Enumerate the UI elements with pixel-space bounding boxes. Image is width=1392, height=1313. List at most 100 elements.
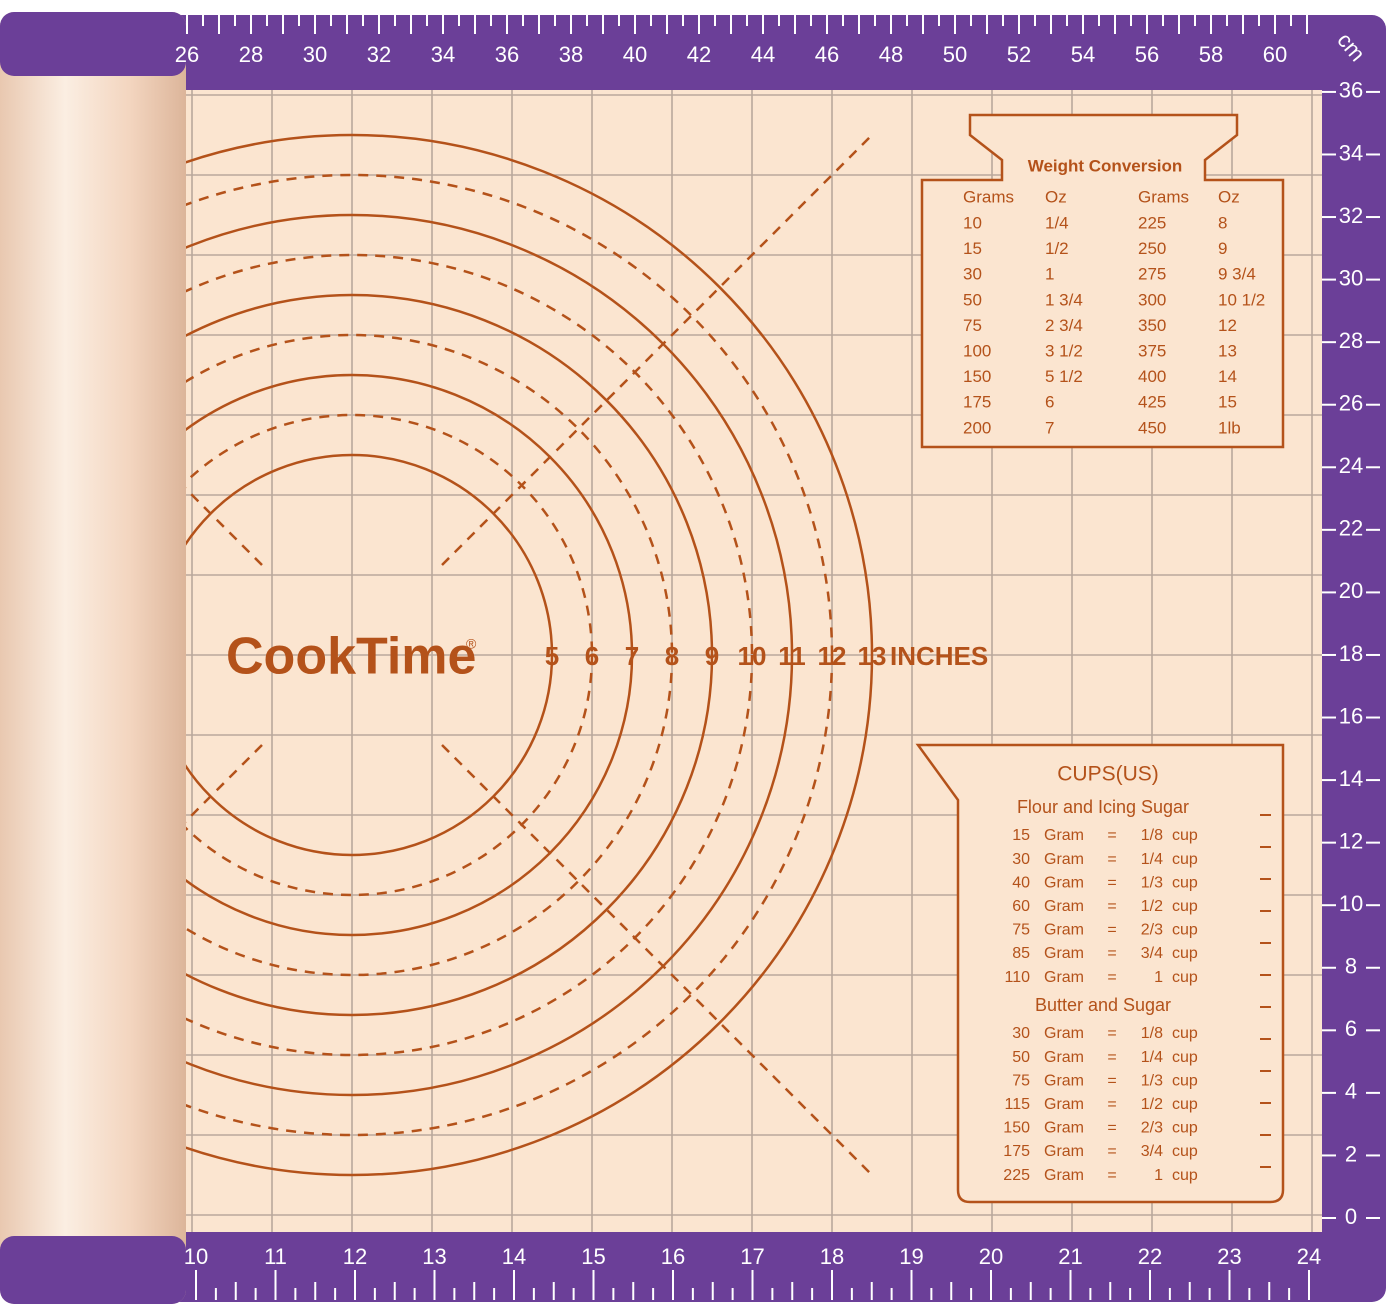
cups-cell: Gram bbox=[1044, 898, 1084, 915]
cups-box bbox=[915, 743, 1285, 1204]
cups-cell: 225 bbox=[1003, 1167, 1030, 1184]
cups-cell: cup bbox=[1172, 1072, 1198, 1089]
weight-cell: 8 bbox=[1218, 213, 1227, 232]
ruler-top-label: 56 bbox=[1135, 42, 1159, 67]
cups-cell: cup bbox=[1172, 1049, 1198, 1066]
cups-cell: Gram bbox=[1044, 851, 1084, 868]
cups-cell: cup bbox=[1172, 1167, 1198, 1184]
cups-cell: Gram bbox=[1044, 874, 1084, 891]
ruler-bottom-label: 21 bbox=[1058, 1244, 1082, 1269]
cups-cell: = bbox=[1107, 922, 1116, 939]
cups-cell: cup bbox=[1172, 945, 1198, 962]
cups-cell: = bbox=[1107, 1072, 1116, 1089]
weight-cell: 1 bbox=[1045, 265, 1054, 284]
cups-cell: 30 bbox=[1012, 851, 1030, 868]
ruler-right-label: 20 bbox=[1339, 578, 1363, 603]
cups-cell: = bbox=[1107, 851, 1116, 868]
cups-cell: Gram bbox=[1044, 1120, 1084, 1137]
ruler-right-label: 24 bbox=[1339, 453, 1363, 478]
ruler-right-label: 14 bbox=[1339, 766, 1363, 791]
size-circle bbox=[185, 133, 874, 1177]
cups-cell: = bbox=[1107, 898, 1116, 915]
cups-cell: Gram bbox=[1044, 1096, 1084, 1113]
roll-body bbox=[0, 12, 186, 1304]
ruler-top-label: 58 bbox=[1199, 42, 1223, 67]
diagonal bbox=[441, 744, 873, 1176]
ruler-bottom-label: 14 bbox=[502, 1244, 526, 1269]
cups-cell: 1/4 bbox=[1141, 851, 1163, 868]
weight-cell: 300 bbox=[1138, 290, 1166, 309]
cups-cell: cup bbox=[1172, 1143, 1198, 1160]
cups-cell: 60 bbox=[1012, 898, 1030, 915]
ruler-right-label: 36 bbox=[1339, 78, 1363, 103]
size-label: 10 bbox=[738, 641, 767, 671]
size-label: 12 bbox=[818, 641, 847, 671]
size-label: 13 bbox=[858, 641, 887, 671]
cups-cell: Gram bbox=[1044, 1167, 1084, 1184]
ruler-bottom-label: 20 bbox=[979, 1244, 1003, 1269]
cups-cell: = bbox=[1107, 1096, 1116, 1113]
weight-title: Weight Conversion bbox=[1028, 156, 1183, 175]
cups-cell: 50 bbox=[1012, 1049, 1030, 1066]
cups-cell: 1/3 bbox=[1141, 874, 1163, 891]
weight-header: Oz bbox=[1218, 187, 1240, 206]
ruler-top-label: 40 bbox=[623, 42, 647, 67]
cups-cell: 2/3 bbox=[1141, 922, 1163, 939]
cups-cell: cup bbox=[1172, 898, 1198, 915]
weight-cell: 225 bbox=[1138, 213, 1166, 232]
ruler-top-label: 52 bbox=[1007, 42, 1031, 67]
weight-cell: 7 bbox=[1045, 418, 1054, 437]
cups-cell: = bbox=[1107, 1120, 1116, 1137]
weight-cell: 175 bbox=[963, 393, 991, 412]
weight-cell: 10 1/2 bbox=[1218, 290, 1265, 309]
size-circle bbox=[185, 173, 834, 1137]
size-label: 9 bbox=[705, 641, 719, 671]
weight-cell: 450 bbox=[1138, 418, 1166, 437]
size-circle bbox=[185, 373, 634, 937]
cups-cell: 115 bbox=[1004, 1096, 1030, 1113]
cups-cell: 75 bbox=[1012, 922, 1030, 939]
size-circle bbox=[185, 293, 714, 1017]
ruler-top-label: 26 bbox=[175, 42, 199, 67]
ruler-right-label: 2 bbox=[1345, 1141, 1357, 1166]
ruler-right-label: 18 bbox=[1339, 641, 1363, 666]
ruler-right-label: 30 bbox=[1339, 265, 1363, 290]
roll-cap-top bbox=[0, 12, 186, 76]
cups-cell: 1/4 bbox=[1141, 1049, 1163, 1066]
cups-title: CUPS(US) bbox=[1057, 763, 1159, 786]
weight-cell: 13 bbox=[1218, 341, 1237, 360]
weight-cell: 5 1/2 bbox=[1045, 367, 1083, 386]
cups-section-title: Butter and Sugar bbox=[1035, 995, 1171, 1015]
cups-cell: Gram bbox=[1044, 827, 1084, 844]
weight-cell: 375 bbox=[1138, 341, 1166, 360]
cups-cell: 85 bbox=[1012, 945, 1030, 962]
weight-cell: 14 bbox=[1218, 367, 1237, 386]
weight-cell: 150 bbox=[963, 367, 991, 386]
weight-cell: 9 bbox=[1218, 239, 1227, 258]
weight-cell: 275 bbox=[1138, 265, 1166, 284]
cups-cell: 3/4 bbox=[1141, 1143, 1163, 1160]
size-circle bbox=[185, 333, 674, 977]
weight-cell: 200 bbox=[963, 418, 991, 437]
ruler-right-label: 4 bbox=[1345, 1079, 1357, 1104]
cups-cell: 40 bbox=[1012, 874, 1030, 891]
weight-cell: 425 bbox=[1138, 393, 1166, 412]
cups-cell: cup bbox=[1172, 827, 1198, 844]
ruler-top-label: 34 bbox=[431, 42, 455, 67]
cups-cell: 110 bbox=[1004, 969, 1030, 986]
ruler-bottom-label: 24 bbox=[1297, 1244, 1321, 1269]
cups-cell: cup bbox=[1172, 1096, 1198, 1113]
ruler-right-label: 0 bbox=[1345, 1204, 1357, 1229]
cups-cell: = bbox=[1107, 1049, 1116, 1066]
ruler-top-label: 38 bbox=[559, 42, 583, 67]
weight-cell: 1 3/4 bbox=[1045, 290, 1083, 309]
ruler-right-label: 8 bbox=[1345, 954, 1357, 979]
cups-cell: Gram bbox=[1044, 1025, 1084, 1042]
cups-cell: = bbox=[1107, 1167, 1116, 1184]
cups-cell: cup bbox=[1172, 922, 1198, 939]
cups-cell: 1 bbox=[1154, 1167, 1163, 1184]
weight-cell: 50 bbox=[963, 290, 982, 309]
ruler-right-label: 34 bbox=[1339, 140, 1363, 165]
